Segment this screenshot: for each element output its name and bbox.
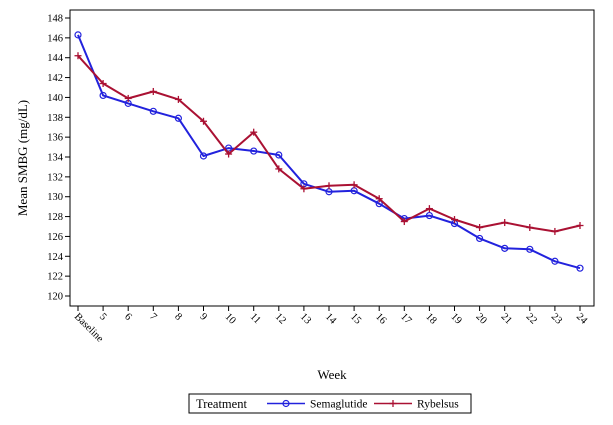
data-point — [526, 245, 534, 253]
y-tick-label: 148 — [47, 14, 63, 25]
x-tick-label: 18 — [423, 311, 438, 326]
y-tick-label: 140 — [47, 93, 63, 104]
data-point — [149, 107, 157, 115]
x-tick-label: 7 — [147, 311, 158, 322]
x-tick-label: 5 — [97, 311, 108, 322]
series-line — [77, 34, 581, 270]
x-tick-label: 17 — [398, 311, 413, 326]
y-tick-label: 146 — [47, 33, 63, 44]
y-tick-label: 128 — [47, 212, 63, 223]
data-point — [576, 264, 584, 272]
x-tick-label: 20 — [473, 311, 488, 326]
data-point — [476, 223, 484, 231]
data-point — [400, 218, 408, 226]
data-point — [501, 219, 509, 227]
y-axis-title: Mean SMBG (mg/dL) — [15, 100, 30, 216]
data-point — [174, 95, 182, 103]
x-tick-label: 11 — [248, 311, 263, 326]
x-tick-label: 9 — [197, 311, 208, 322]
data-point — [250, 147, 258, 155]
legend-item: Rybelsus — [374, 399, 459, 411]
y-tick-label: 136 — [47, 133, 63, 144]
y-tick-label: 138 — [47, 113, 63, 124]
data-point — [526, 223, 534, 231]
data-point — [149, 87, 157, 95]
y-tick-label: 124 — [47, 252, 64, 263]
data-point — [74, 31, 82, 39]
x-tick-label: 13 — [298, 311, 313, 326]
data-point — [501, 244, 509, 252]
x-tick-label: 22 — [524, 311, 539, 326]
data-point — [74, 52, 82, 60]
x-tick-label: 19 — [448, 311, 463, 326]
y-tick-label: 134 — [47, 153, 64, 164]
data-point — [225, 150, 233, 158]
legend-label: Rybelsus — [417, 399, 459, 411]
data-point — [425, 205, 433, 213]
data-point — [350, 181, 358, 189]
data-point — [425, 211, 433, 220]
data-point — [99, 91, 107, 100]
x-tick-label: 8 — [172, 311, 183, 322]
data-point — [250, 128, 258, 136]
y-tick-label: 144 — [47, 53, 64, 64]
x-tick-label: 10 — [222, 311, 237, 326]
legend-box — [188, 393, 472, 414]
legend-items: Semaglutide Rybelsus — [267, 399, 459, 411]
plot-area — [69, 9, 595, 307]
y-axis: 120 122 124 126 128 130 132 134 136 138 140 142 144 1… — [47, 14, 70, 303]
x-tick-label: 21 — [499, 311, 514, 326]
x-tick-label: 6 — [122, 311, 133, 322]
y-tick-label: 120 — [47, 292, 63, 303]
y-tick-label: 126 — [47, 232, 63, 243]
legend: Treatment Semaglutide Rybelsus — [188, 393, 472, 414]
plot-frame — [69, 9, 595, 307]
data-point — [275, 165, 283, 173]
data-point — [551, 257, 559, 265]
x-tick-label: 15 — [348, 311, 363, 326]
data-point — [325, 182, 333, 190]
data-point — [576, 222, 584, 230]
series-line — [77, 55, 581, 233]
legend-marker — [282, 399, 290, 408]
y-tick-label: 122 — [47, 272, 63, 283]
x-axis-title: Week — [317, 367, 347, 382]
data-point — [99, 80, 107, 88]
series-layer — [74, 31, 584, 272]
x-tick-label: 24 — [574, 311, 590, 327]
legend-title: Treatment — [196, 397, 247, 411]
y-tick-label: 132 — [47, 172, 63, 183]
series-semaglutide — [74, 31, 584, 272]
data-point — [375, 195, 383, 203]
data-point — [174, 114, 182, 122]
y-tick-label: 142 — [47, 73, 63, 84]
data-point — [199, 152, 208, 160]
series-rybelsus — [74, 52, 584, 235]
legend-marker — [389, 400, 397, 407]
x-tick-label: 14 — [323, 311, 339, 327]
legend-item: Semaglutide — [267, 399, 368, 411]
y-tick-label: 130 — [47, 192, 63, 203]
data-point — [300, 185, 308, 193]
legend-label: Semaglutide — [310, 399, 368, 411]
data-point — [124, 94, 132, 102]
data-point — [551, 227, 559, 235]
data-point — [275, 151, 283, 159]
data-point — [476, 234, 484, 243]
data-point — [200, 117, 207, 125]
x-tick-label: 16 — [373, 311, 388, 326]
data-point — [451, 216, 458, 224]
x-tick-label: 23 — [549, 311, 564, 326]
x-tick-label: 12 — [273, 311, 288, 326]
